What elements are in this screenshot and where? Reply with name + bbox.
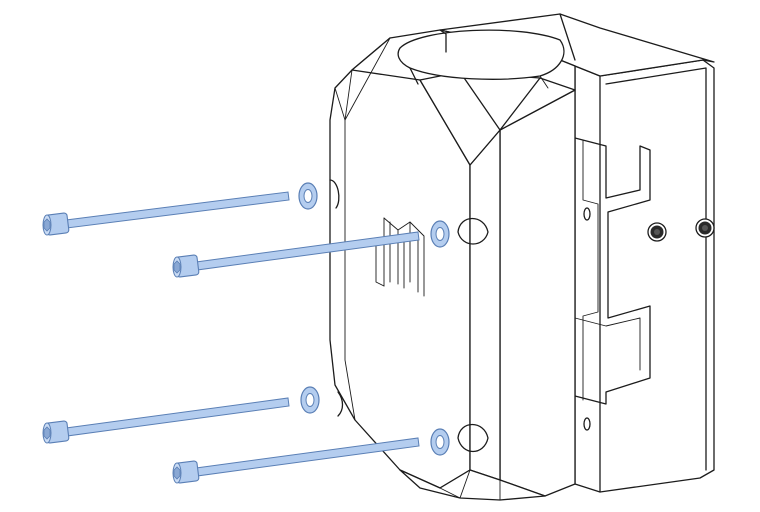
washer-upper-back [298, 182, 318, 210]
washer-lower-back [300, 386, 320, 414]
threaded-insert-right [695, 218, 715, 238]
bolt-lower-back [42, 397, 290, 444]
threaded-insert-left [647, 222, 667, 242]
bolt-upper-back [42, 191, 290, 236]
bolt-upper-front [172, 231, 420, 278]
washer-lower-front [430, 428, 450, 456]
washer-upper-front [430, 220, 450, 248]
bolt-lower-front [172, 437, 420, 484]
clamp-housing-front-body [329, 29, 576, 501]
